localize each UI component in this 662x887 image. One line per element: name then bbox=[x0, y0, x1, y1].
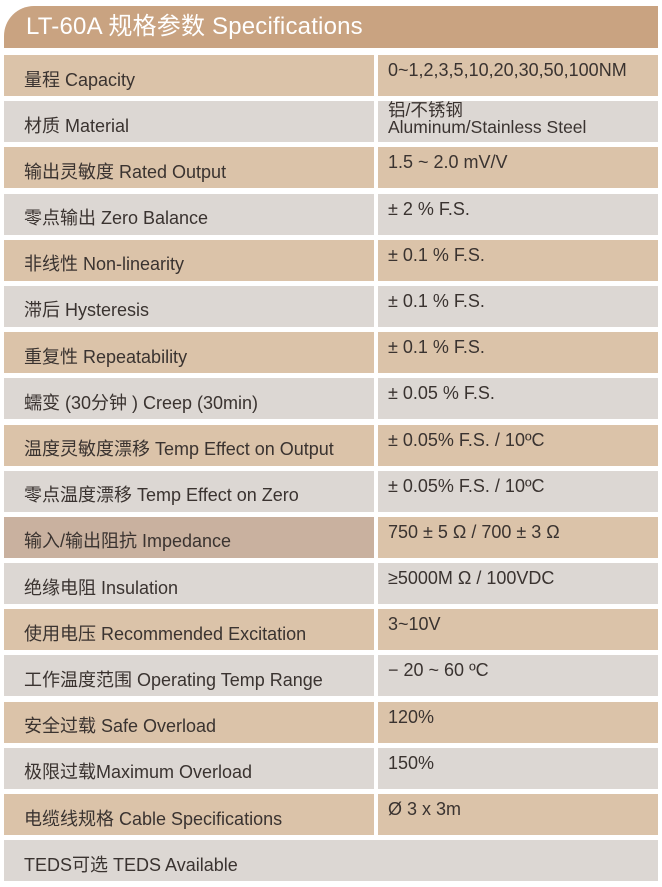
spec-label: 电缆线规格 Cable Specifications bbox=[4, 794, 374, 835]
spec-label: TEDS可选 TEDS Available bbox=[4, 840, 658, 882]
spec-label: 量程 Capacity bbox=[4, 55, 374, 96]
spec-value: 750 ± 5 Ω / 700 ± 3 Ω bbox=[378, 516, 658, 558]
spec-value-line: ± 0.1 % F.S. bbox=[388, 244, 485, 265]
spec-table: 量程 Capacity 0~1,2,3,5,10,20,30,50,100NM 材质… bbox=[4, 55, 658, 886]
spec-label: 非线性 Non-linearity bbox=[4, 239, 374, 281]
spec-label: 安全过载 Safe Overload bbox=[4, 701, 374, 743]
spec-row: 重复性 Repeatability ± 0.1 % F.S. bbox=[4, 332, 658, 374]
spec-value: ± 0.1 % F.S. bbox=[378, 285, 658, 327]
spec-value: Ø 3 x 3m bbox=[378, 794, 658, 835]
spec-header: LT-60A 规格参数 Specifications bbox=[4, 6, 658, 48]
spec-value: 3~10V bbox=[378, 609, 658, 651]
spec-label: 工作温度范围 Operating Temp Range bbox=[4, 655, 374, 697]
spec-label: 零点温度漂移 Temp Effect on Zero bbox=[4, 470, 374, 512]
spec-value: − 20 ~ 60 ºC bbox=[378, 655, 658, 697]
spec-value: 铝/不锈钢 Aluminum/Stainless Steel bbox=[378, 100, 658, 143]
spec-row: 温度灵敏度漂移 Temp Effect on Output ± 0.05% F.S… bbox=[4, 424, 658, 466]
spec-label: 材质 Material bbox=[4, 101, 374, 143]
spec-value: ± 2 % F.S. bbox=[378, 193, 658, 235]
spec-value: ± 0.05% F.S. / 10ºC bbox=[378, 470, 658, 512]
spec-value-line: ± 0.05% F.S. / 10ºC bbox=[388, 475, 545, 496]
spec-row: 极限过载Maximum Overload 150% bbox=[4, 747, 658, 789]
spec-value-line: 120% bbox=[388, 706, 435, 727]
spec-value: 1.5 ~ 2.0 mV/V bbox=[378, 147, 658, 189]
spec-row: 材质 Material 铝/不锈钢 Aluminum/Stainless Steel bbox=[4, 100, 658, 143]
spec-value-line: ± 0.1 % F.S. bbox=[388, 290, 485, 311]
spec-value-line: 铝/不锈钢 bbox=[388, 100, 463, 121]
spec-value-line: 3~10V bbox=[388, 614, 441, 635]
spec-value: 150% bbox=[378, 747, 658, 789]
spec-value-line: 0~1,2,3,5,10,20,30,50,100NM bbox=[388, 60, 627, 80]
spec-row: 非线性 Non-linearity ± 0.1 % F.S. bbox=[4, 239, 658, 281]
spec-row: 输入/输出阻抗 Impedance 750 ± 5 Ω / 700 ± 3 Ω bbox=[4, 516, 658, 558]
spec-label: 温度灵敏度漂移 Temp Effect on Output bbox=[4, 424, 374, 466]
spec-value-line: ± 0.05 % F.S. bbox=[388, 383, 495, 404]
spec-value-line: 750 ± 5 Ω / 700 ± 3 Ω bbox=[388, 521, 560, 542]
spec-label: 极限过载Maximum Overload bbox=[4, 747, 374, 789]
spec-label: 重复性 Repeatability bbox=[4, 332, 374, 374]
spec-value-line: ± 0.05% F.S. / 10ºC bbox=[388, 429, 545, 450]
spec-row: TEDS可选 TEDS Available bbox=[4, 840, 658, 882]
spec-row: 零点温度漂移 Temp Effect on Zero ± 0.05% F.S. /… bbox=[4, 470, 658, 512]
spec-value-line: ≥5000M Ω / 100VDC bbox=[388, 568, 555, 589]
spec-value-line: 150% bbox=[388, 752, 435, 773]
spec-row: 安全过载 Safe Overload 120% bbox=[4, 701, 658, 743]
spec-row: 滞后 Hysteresis ± 0.1 % F.S. bbox=[4, 285, 658, 327]
spec-row: 蠕变 (30分钟 ) Creep (30min) ± 0.05 % F.S. bbox=[4, 378, 658, 420]
spec-value-line: ± 0.1 % F.S. bbox=[388, 337, 485, 358]
spec-row: 量程 Capacity 0~1,2,3,5,10,20,30,50,100NM bbox=[4, 55, 658, 96]
spec-row: 输出灵敏度 Rated Output 1.5 ~ 2.0 mV/V bbox=[4, 147, 658, 189]
spec-value-line: 1.5 ~ 2.0 mV/V bbox=[388, 152, 508, 173]
spec-value: ≥5000M Ω / 100VDC bbox=[378, 563, 658, 605]
spec-value: ± 0.05% F.S. / 10ºC bbox=[378, 424, 658, 466]
spec-label: 滞后 Hysteresis bbox=[4, 285, 374, 327]
page-title: LT-60A 规格参数 Specifications bbox=[26, 13, 363, 40]
spec-row: 绝缘电阻 Insulation ≥5000M Ω / 100VDC bbox=[4, 563, 658, 605]
spec-value-line: Aluminum/Stainless Steel bbox=[388, 117, 587, 138]
spec-label: 输入/输出阻抗 Impedance bbox=[4, 516, 374, 558]
spec-value: 0~1,2,3,5,10,20,30,50,100NM bbox=[378, 55, 658, 96]
spec-label: 使用电压 Recommended Excitation bbox=[4, 609, 374, 651]
spec-label: 绝缘电阻 Insulation bbox=[4, 563, 374, 605]
spec-label: 零点输出 Zero Balance bbox=[4, 193, 374, 235]
spec-row: 工作温度范围 Operating Temp Range − 20 ~ 60 ºC bbox=[4, 655, 658, 697]
spec-row: 电缆线规格 Cable Specifications Ø 3 x 3m bbox=[4, 794, 658, 835]
spec-value-line: Ø 3 x 3m bbox=[388, 799, 462, 819]
spec-label: 蠕变 (30分钟 ) Creep (30min) bbox=[4, 378, 374, 420]
spec-label: 输出灵敏度 Rated Output bbox=[4, 147, 374, 189]
spec-value-line: ± 2 % F.S. bbox=[388, 198, 470, 219]
spec-value-line: − 20 ~ 60 ºC bbox=[388, 660, 489, 681]
spec-row: 零点输出 Zero Balance ± 2 % F.S. bbox=[4, 193, 658, 235]
spec-value: 120% bbox=[378, 701, 658, 743]
spec-value: ± 0.1 % F.S. bbox=[378, 239, 658, 281]
spec-row: 使用电压 Recommended Excitation 3~10V bbox=[4, 609, 658, 651]
spec-value: ± 0.05 % F.S. bbox=[378, 378, 658, 420]
spec-value: ± 0.1 % F.S. bbox=[378, 332, 658, 374]
